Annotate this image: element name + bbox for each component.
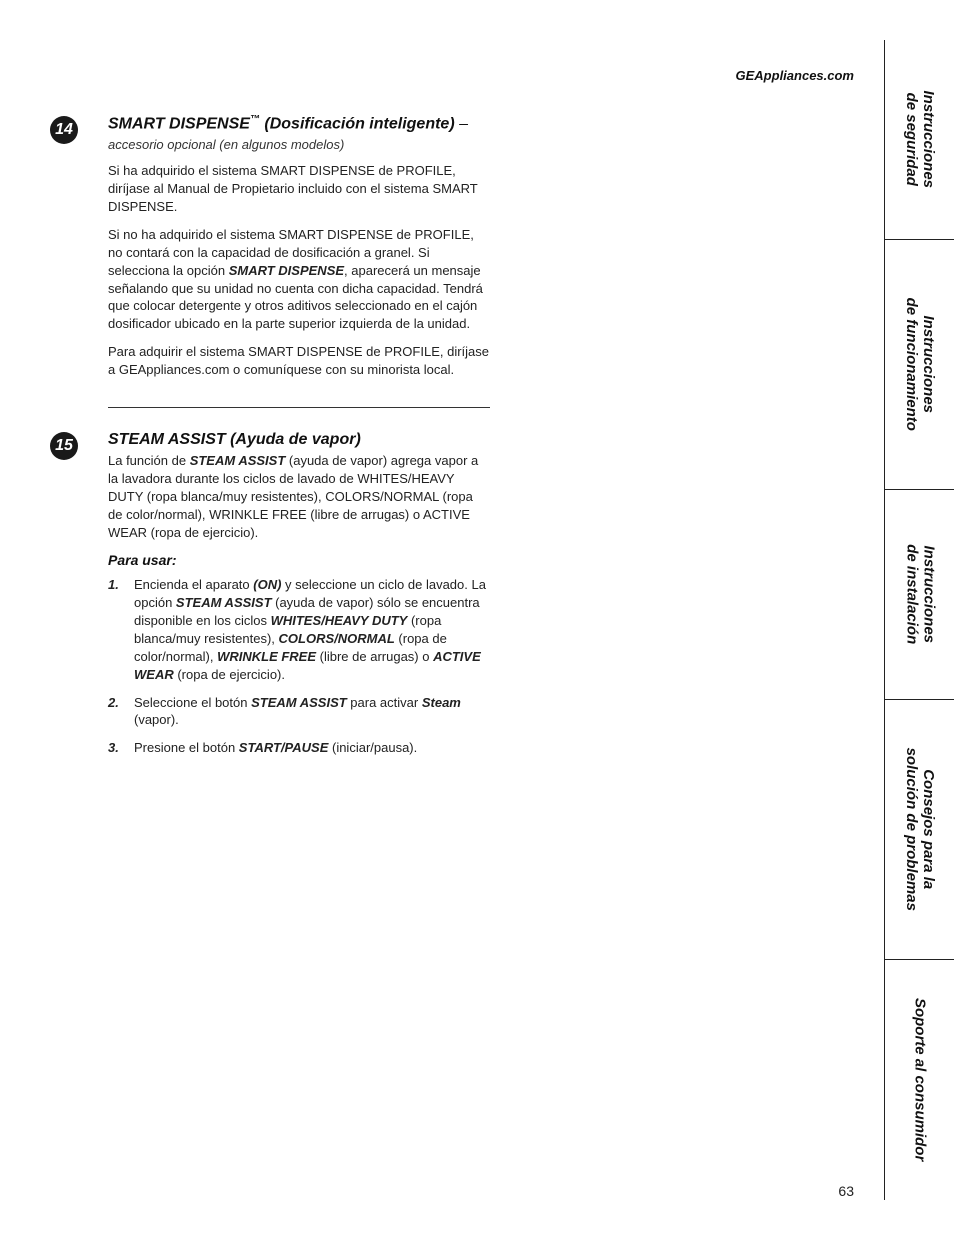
title-main: STEAM ASSIST (Ayuda de vapor) — [108, 431, 361, 448]
paragraph: Si ha adquirido el sistema SMART DISPENS… — [108, 162, 490, 216]
header-url: GEAppliances.com — [736, 68, 854, 83]
step-text: Seleccione el botón STEAM ASSIST para ac… — [134, 695, 461, 728]
paragraph: La función de STEAM ASSIST (ayuda de vap… — [108, 452, 490, 542]
section-badge-14: 14 — [50, 116, 78, 144]
step-text: Encienda el aparato (ON) y seleccione un… — [134, 577, 486, 682]
tab-label: Instruccionesde seguridad — [903, 91, 938, 189]
step-item: 3. Presione el botón START/PAUSE (inicia… — [108, 739, 490, 757]
tab-label: Instruccionesde funcionamiento — [903, 298, 938, 431]
page-number: 63 — [838, 1183, 854, 1199]
section-title-15: STEAM ASSIST (Ayuda de vapor) — [108, 430, 490, 450]
tab-soporte: Soporte al consumidor — [885, 960, 954, 1200]
tab-label: Soporte al consumidor — [911, 998, 928, 1161]
tab-funcionamiento: Instruccionesde funcionamiento — [885, 240, 954, 490]
step-number: 1. — [108, 576, 119, 594]
main-content: 14 SMART DISPENSE™ (Dosificación intelig… — [50, 110, 490, 785]
section-15: 15 STEAM ASSIST (Ayuda de vapor) La func… — [50, 426, 490, 757]
side-tabs: Instruccionesde seguridad Instruccionesd… — [884, 40, 954, 1200]
section-badge-15: 15 — [50, 432, 78, 460]
section-subtitle: accesorio opcional (en algunos modelos) — [108, 136, 490, 154]
paragraph: Para adquirir el sistema SMART DISPENSE … — [108, 343, 490, 379]
tab-label: Instruccionesde instalación — [903, 544, 938, 644]
step-number: 3. — [108, 739, 119, 757]
title-paren: (Dosificación inteligente) — [260, 115, 455, 132]
title-main: SMART DISPENSE — [108, 115, 250, 132]
step-item: 2. Seleccione el botón STEAM ASSIST para… — [108, 694, 490, 730]
section-14: 14 SMART DISPENSE™ (Dosificación intelig… — [50, 110, 490, 379]
step-number: 2. — [108, 694, 119, 712]
tab-instalacion: Instruccionesde instalación — [885, 490, 954, 700]
section-divider — [108, 407, 490, 408]
tab-seguridad: Instruccionesde seguridad — [885, 40, 954, 240]
tab-consejos: Consejos para lasolución de problemas — [885, 700, 954, 960]
step-text: Presione el botón START/PAUSE (iniciar/p… — [134, 740, 417, 755]
tab-label: Consejos para lasolución de problemas — [903, 748, 938, 911]
title-dash: – — [455, 115, 468, 132]
step-item: 1. Encienda el aparato (ON) y seleccione… — [108, 576, 490, 684]
steps-list: 1. Encienda el aparato (ON) y seleccione… — [108, 576, 490, 757]
trademark: ™ — [250, 114, 260, 125]
paragraph: Si no ha adquirido el sistema SMART DISP… — [108, 226, 490, 334]
steps-heading: Para usar: — [108, 552, 490, 568]
section-title-14: SMART DISPENSE™ (Dosificación inteligent… — [108, 114, 490, 134]
